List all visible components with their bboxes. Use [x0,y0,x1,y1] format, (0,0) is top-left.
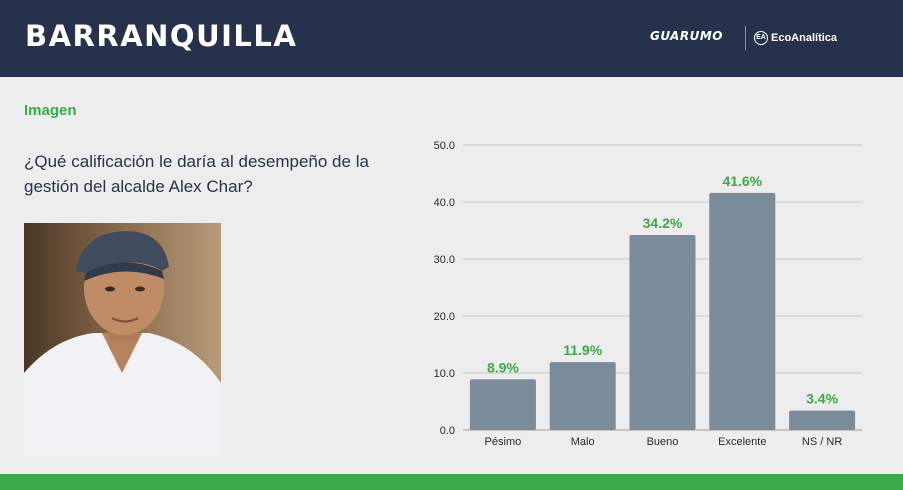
x-category-label: NS / NR [802,436,842,448]
footer-bar [0,474,903,490]
bar [789,410,856,430]
guarumo-logo: GUARUMO [650,29,723,43]
y-tick-label: 20.0 [434,311,455,323]
ecoanalitica-logo: EA EcoAnalítica [754,29,837,47]
y-tick-label: 30.0 [434,254,455,266]
data-label: 8.9% [487,359,519,375]
survey-question: ¿Qué calificación le daría al desempeño … [24,152,369,196]
page-title: BARRANQUILLA [25,19,298,53]
bar [629,235,696,430]
ecoanalitica-mark-icon: EA [754,31,768,45]
x-category-label: Bueno [647,436,679,448]
data-label: 41.6% [722,173,762,189]
y-tick-label: 40.0 [434,197,455,209]
y-tick-label: 10.0 [434,368,455,380]
bar [469,379,536,430]
data-label: 3.4% [806,391,838,407]
header-bar: BARRANQUILLA GUARUMO EA EcoAnalítica [0,0,903,77]
x-category-label: Pésimo [485,436,522,448]
logo-divider [745,26,746,50]
y-tick-label: 0.0 [440,425,455,437]
mayor-portrait-image [24,223,221,456]
ecoanalitica-logo-text: EcoAnalítica [771,32,838,44]
bar [549,362,616,430]
data-label: 34.2% [643,215,683,231]
mayor-photo [24,223,221,456]
x-category-label: Malo [571,436,595,448]
y-tick-label: 50.0 [434,140,455,152]
data-label: 11.9% [563,342,602,358]
bar [709,192,776,430]
x-category-label: Excelente [718,436,766,448]
section-label: Imagen [24,102,77,119]
